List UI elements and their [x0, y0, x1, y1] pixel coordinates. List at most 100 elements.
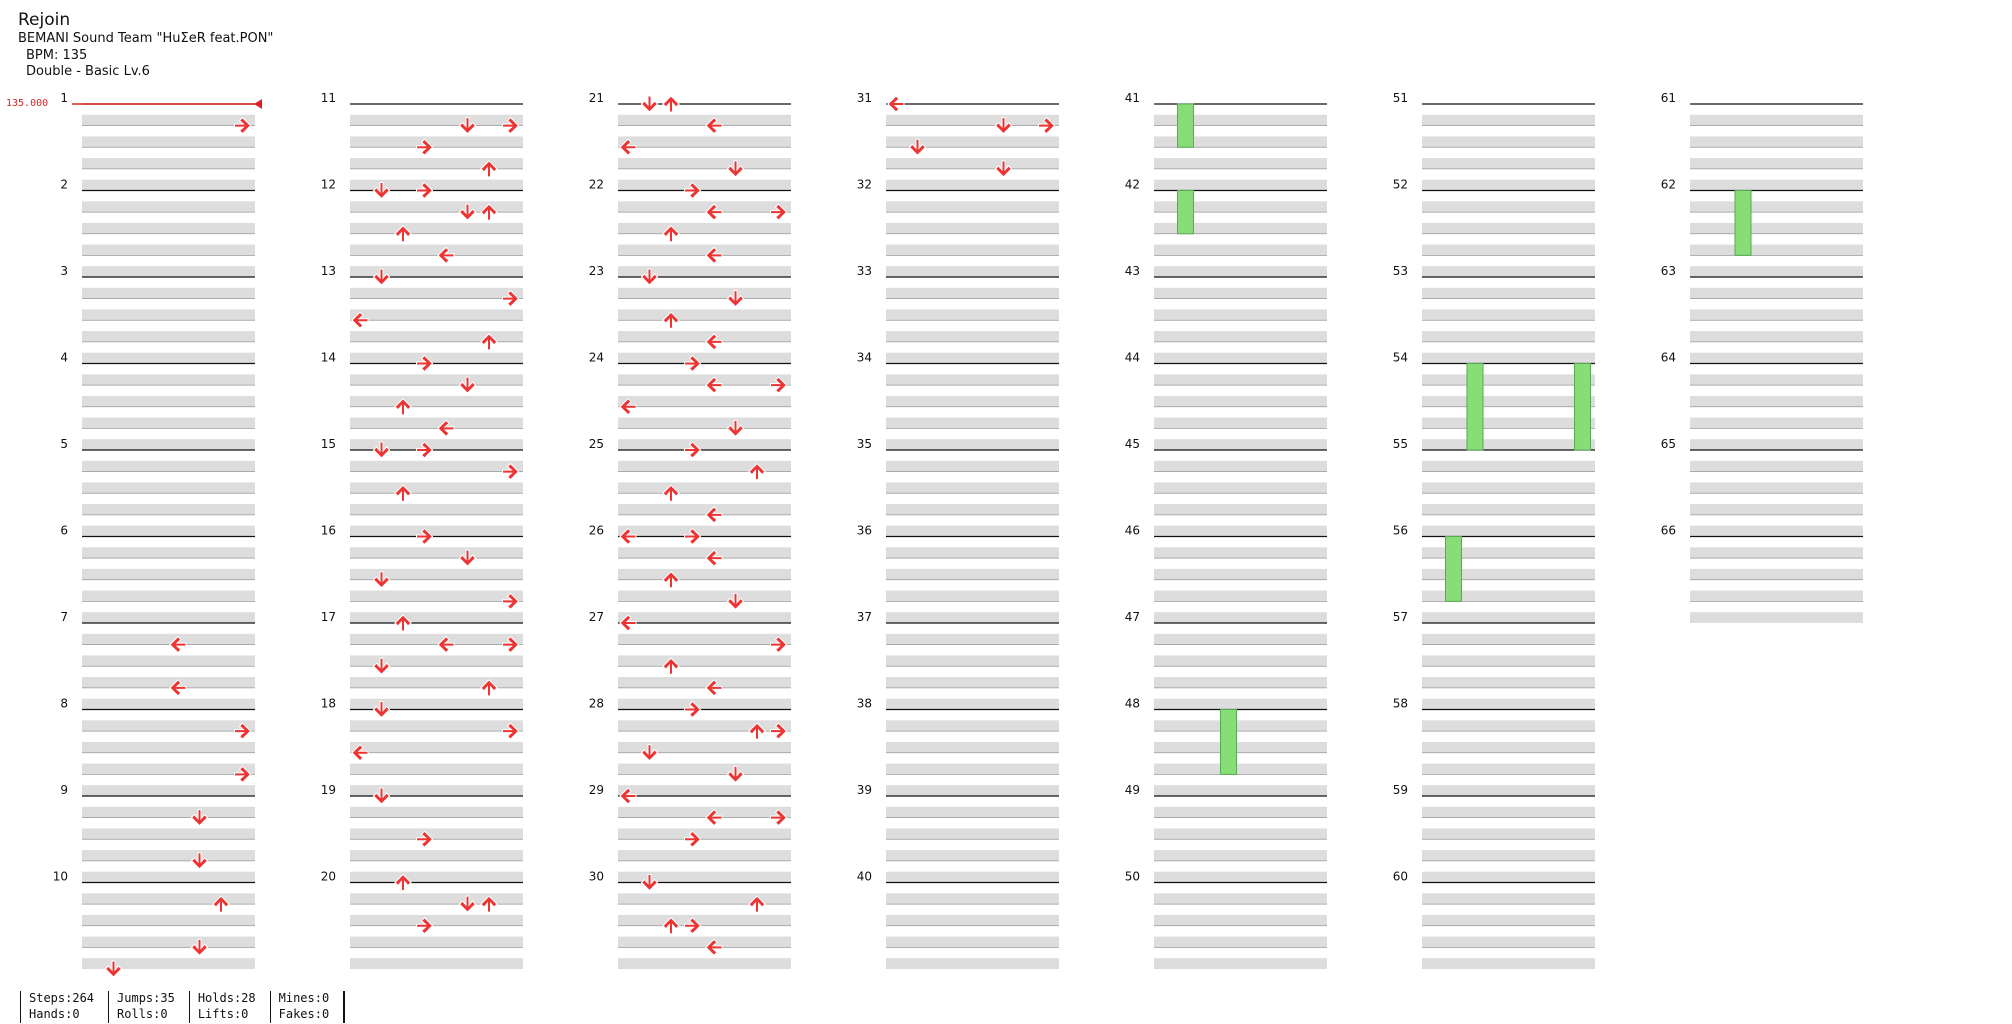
beat-band — [350, 504, 523, 515]
arrow-shape — [726, 592, 745, 611]
measure-number: 49 — [1125, 783, 1140, 797]
arrow-note — [502, 289, 520, 308]
beat-band — [1690, 395, 1863, 407]
beat-band — [350, 677, 523, 688]
arrow-shape — [619, 787, 637, 805]
beat-band — [350, 936, 523, 948]
stat-group: Jumps:35 Rolls:0 — [108, 991, 189, 1023]
measure-number: 32 — [857, 178, 872, 192]
beat-band — [618, 417, 791, 429]
arrow-note — [502, 462, 520, 481]
beat-band — [618, 266, 791, 277]
arrow-note — [234, 765, 252, 784]
arrow-shape — [458, 117, 477, 135]
measure-number: 59 — [1393, 783, 1408, 797]
measure: 24 — [589, 351, 791, 450]
arrow-shape — [908, 138, 927, 156]
bpm-marker — [72, 99, 262, 109]
stat-hands: Hands:0 — [29, 1006, 80, 1021]
measure: 38 — [857, 697, 1059, 796]
beat-band — [618, 655, 791, 667]
beat-band — [82, 201, 255, 213]
arrow-note — [748, 722, 766, 740]
beat-band — [618, 395, 791, 407]
arrow-note — [480, 333, 498, 351]
arrow-shape — [684, 917, 702, 935]
beat-band — [618, 741, 791, 753]
arrow-shape — [705, 203, 723, 221]
beat-band — [350, 374, 523, 386]
beat-band — [618, 785, 791, 796]
beat-band — [1422, 741, 1595, 753]
beat-band — [1690, 612, 1863, 623]
beat-band — [886, 374, 1059, 386]
measure: 20 — [321, 870, 523, 969]
song-difficulty: Double - Basic Lv.6 — [26, 63, 150, 79]
beat-band — [1154, 677, 1327, 688]
beat-band — [618, 698, 791, 710]
beat-band — [1422, 633, 1595, 645]
beat-band — [1422, 785, 1595, 796]
notes — [104, 95, 1056, 978]
measure: 61 — [1661, 91, 1863, 191]
arrow-shape — [619, 398, 637, 416]
beat-band — [1154, 720, 1327, 732]
arrow-shape — [662, 657, 680, 675]
beat-band — [886, 590, 1059, 602]
beat-band — [350, 201, 523, 213]
measure-number: 21 — [589, 91, 604, 105]
arrow-note — [502, 592, 520, 611]
beat-band — [1422, 958, 1595, 969]
beat-band — [886, 806, 1059, 818]
arrow-note — [190, 938, 209, 957]
arrow-shape — [190, 938, 209, 957]
beat-band — [82, 763, 255, 775]
beat-band — [1422, 309, 1595, 321]
beat-band — [886, 893, 1059, 905]
measure: 48 — [1125, 697, 1327, 796]
arrow-note — [416, 527, 434, 546]
arrow-shape — [662, 484, 680, 502]
arrow-note — [662, 657, 680, 675]
beat-band — [1690, 266, 1863, 277]
measure-number: 55 — [1393, 437, 1408, 451]
beat-band — [1154, 158, 1327, 169]
arrow-shape — [640, 268, 659, 286]
beat-band — [1422, 417, 1595, 429]
arrow-note — [705, 808, 723, 827]
arrow-shape — [372, 182, 391, 200]
beat-band — [1422, 806, 1595, 818]
arrow-note — [480, 203, 498, 221]
measure: 33 — [857, 264, 1059, 364]
beat-band — [1154, 850, 1327, 861]
hold-bar — [1734, 190, 1752, 256]
arrow-note — [416, 181, 434, 200]
beat-band — [886, 936, 1059, 948]
hold-bar — [1177, 103, 1194, 148]
step-chart: 1234567891011121314151617181920212223242… — [53, 91, 1863, 978]
stat-group: Holds:28 Lifts:0 — [188, 991, 270, 1023]
measure-number: 27 — [589, 610, 604, 624]
beat-band — [350, 612, 523, 623]
beat-band — [1690, 590, 1863, 602]
beat-band — [1422, 136, 1595, 148]
beat-band — [618, 612, 791, 623]
beat-band — [886, 201, 1059, 213]
beat-band — [886, 547, 1059, 559]
arrow-shape — [234, 722, 252, 740]
beat-band — [1154, 871, 1327, 883]
beat-band — [1154, 914, 1327, 926]
measure-number: 45 — [1125, 437, 1140, 451]
arrow-shape — [994, 117, 1013, 135]
beat-band — [618, 720, 791, 732]
beat-band — [1154, 114, 1327, 126]
arrow-note — [684, 527, 702, 546]
song-bpm: BPM: 135 — [26, 47, 88, 63]
song-title: Rejoin — [18, 10, 71, 30]
arrow-shape — [394, 398, 412, 416]
measure-number: 31 — [857, 91, 872, 105]
beat-band — [350, 482, 523, 494]
beat-band — [886, 958, 1059, 969]
beat-band — [886, 331, 1059, 342]
beat-band — [1422, 222, 1595, 234]
